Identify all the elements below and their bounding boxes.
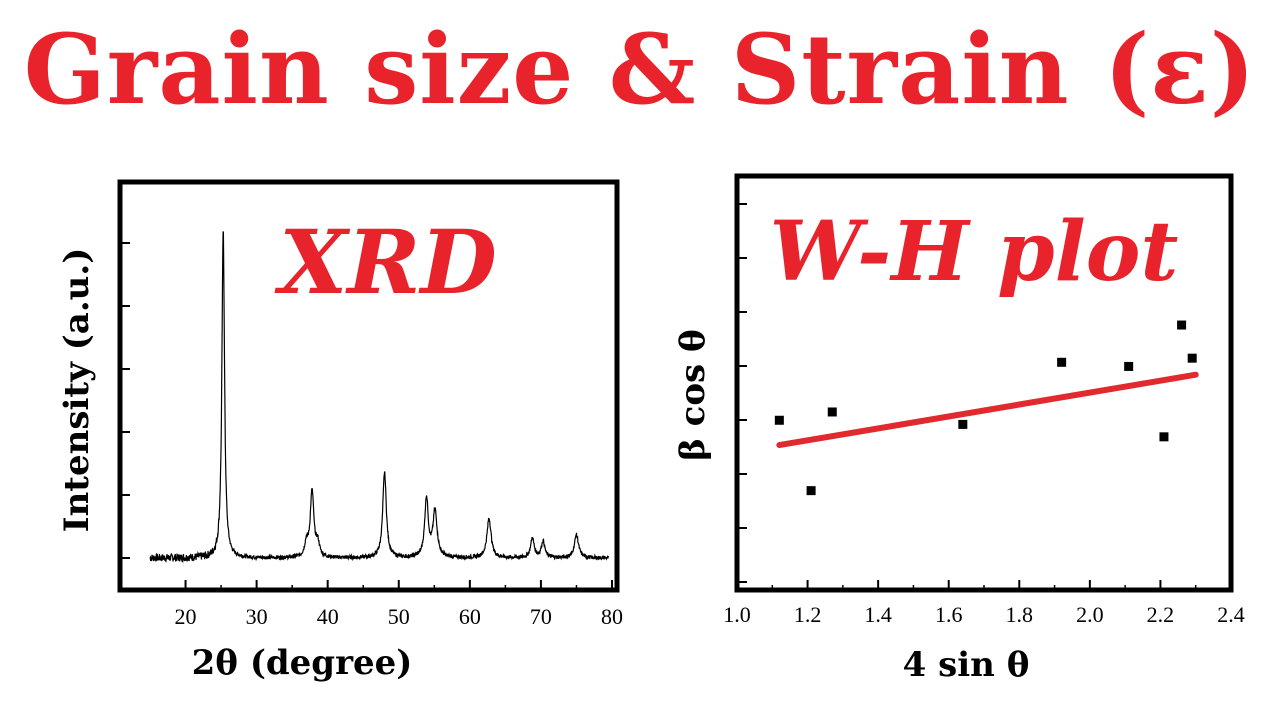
wh-y-axis-title: β cos θ <box>673 329 713 460</box>
wh-data-point <box>827 407 837 417</box>
wh-x-tick-label: 1.2 <box>794 602 822 627</box>
wh-x-tick-label: 2.4 <box>1217 602 1245 627</box>
xrd-x-axis-title: 2θ (degree) <box>192 643 413 683</box>
xrd-plot-frame <box>117 179 620 593</box>
wh-chart: 1.0 1.2 1.4 1.6 1.8 2.0 2.2 2.4 W-H plot 4 sin … <box>673 173 1245 685</box>
wh-data-point <box>1177 320 1187 330</box>
wh-x-tick-label: 1.6 <box>935 602 963 627</box>
xrd-x-ticks: 20 30 40 50 60 70 80 <box>175 580 623 629</box>
wh-x-tick-label: 1.8 <box>1006 602 1034 627</box>
xrd-x-tick-label: 50 <box>388 604 410 629</box>
xrd-x-tick-label: 30 <box>246 604 268 629</box>
wh-x-tick-label: 1.0 <box>723 602 751 627</box>
wh-x-axis-title: 4 sin θ <box>903 645 1030 685</box>
wh-y-ticks <box>737 203 747 583</box>
xrd-y-ticks <box>120 242 130 559</box>
wh-panel-label: W-H plot <box>770 204 1179 300</box>
xrd-chart: 20 30 40 50 60 70 80 XRD 2θ (degree) Intensity… <box>57 179 623 683</box>
wh-x-tick-label: 2.0 <box>1076 602 1104 627</box>
xrd-x-tick-label: 80 <box>601 604 623 629</box>
xrd-x-tick-label: 70 <box>530 604 552 629</box>
wh-fit-line <box>776 371 1199 449</box>
main-title: Grain size & Strain (ε) <box>23 13 1257 126</box>
wh-data-point <box>1159 432 1169 442</box>
wh-data-point <box>1187 353 1197 363</box>
wh-data-points <box>774 320 1197 496</box>
xrd-x-tick-label: 20 <box>175 604 197 629</box>
wh-data-point <box>958 419 968 429</box>
wh-x-tick-label: 1.4 <box>864 602 892 627</box>
xrd-panel-label: XRD <box>274 210 497 314</box>
wh-data-point <box>774 415 784 425</box>
wh-data-point <box>1057 357 1067 367</box>
xrd-pattern-line <box>149 231 609 564</box>
xrd-y-axis-title: Intensity (a.u.) <box>57 248 97 533</box>
wh-data-point <box>1124 361 1134 371</box>
wh-x-tick-label: 2.2 <box>1147 602 1175 627</box>
xrd-x-tick-label: 60 <box>459 604 481 629</box>
wh-data-point <box>806 486 816 496</box>
xrd-x-tick-label: 40 <box>317 604 339 629</box>
wh-x-ticks: 1.0 1.2 1.4 1.6 1.8 2.0 2.2 2.4 <box>723 580 1245 627</box>
